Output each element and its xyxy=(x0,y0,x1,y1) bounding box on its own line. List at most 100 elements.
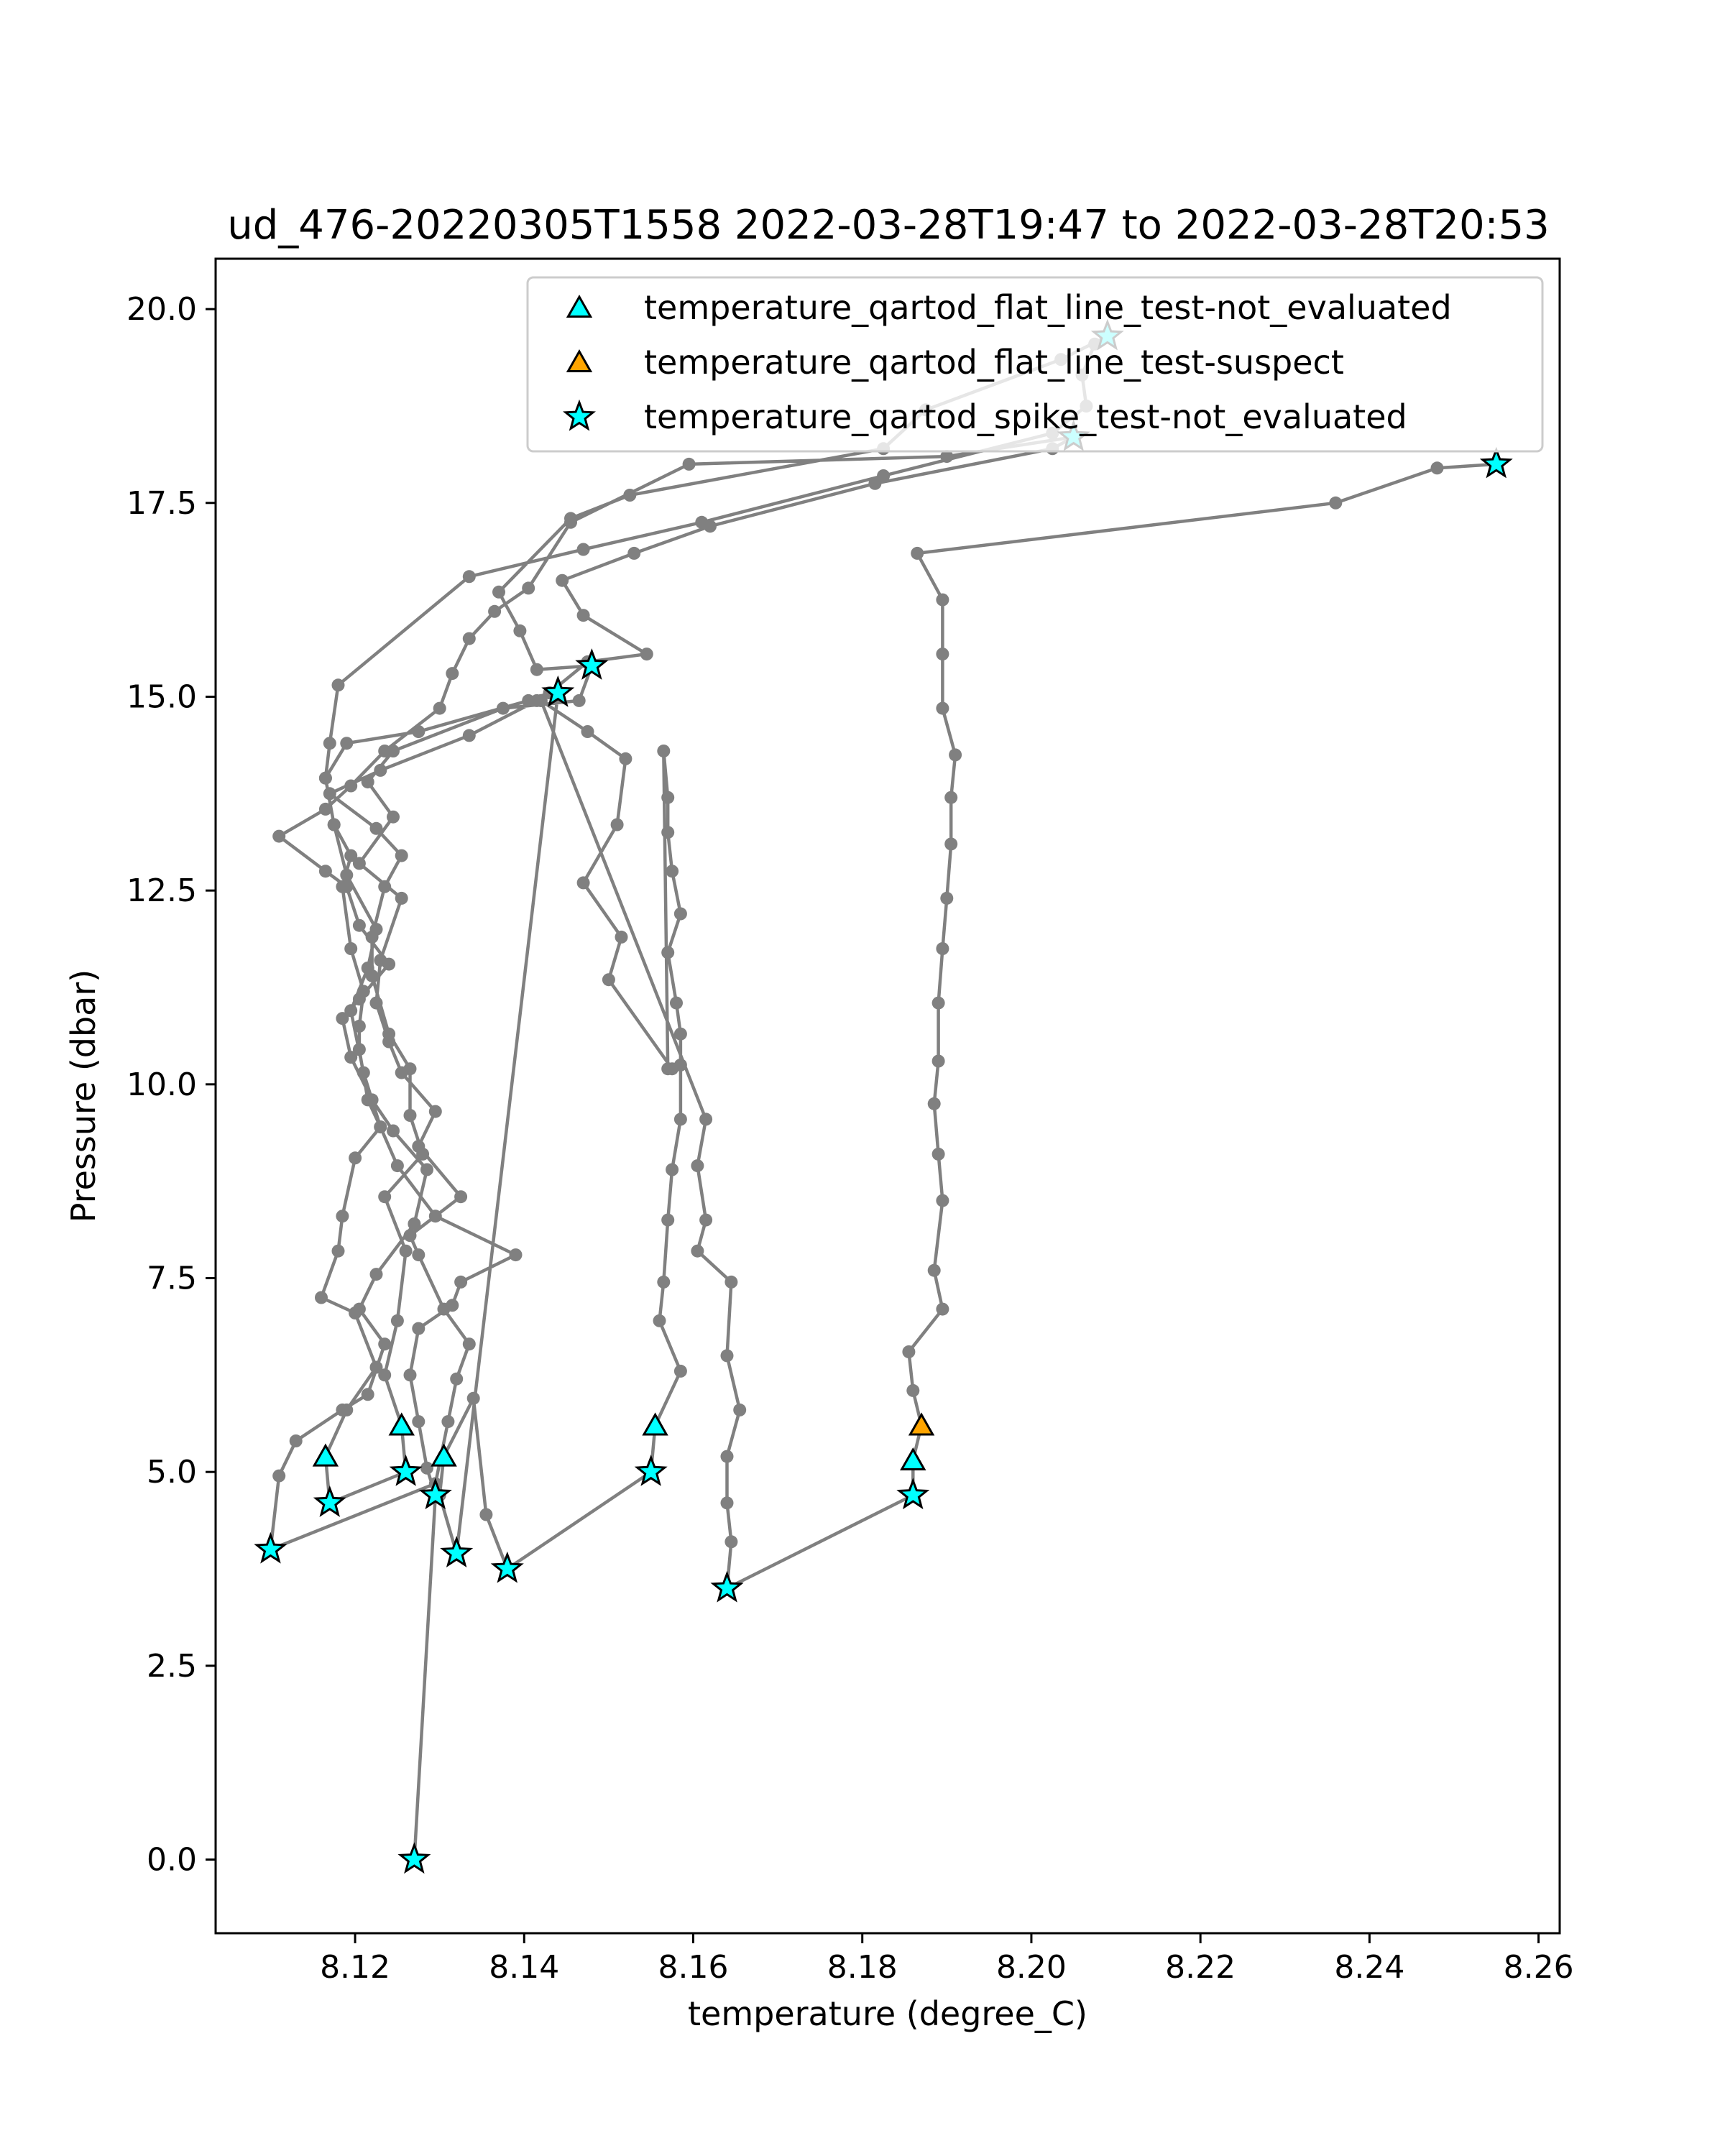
y-tick-label: 2.5 xyxy=(147,1648,197,1685)
profile-point xyxy=(340,737,354,750)
profile-point xyxy=(940,891,954,905)
legend-marker-spike-not-evaluated xyxy=(562,399,597,431)
profile-point xyxy=(369,1360,383,1374)
legend-box xyxy=(526,276,1544,453)
profile-point xyxy=(522,581,535,595)
spike-flag-marker xyxy=(254,1531,288,1564)
profile-point xyxy=(576,543,590,556)
profile-point xyxy=(272,1469,286,1483)
profile-point xyxy=(323,737,336,750)
profile-point xyxy=(387,745,400,757)
profile-point xyxy=(509,1248,523,1262)
profile-point xyxy=(352,1019,366,1033)
spike-flag-marker xyxy=(440,1536,474,1568)
profile-point xyxy=(378,1368,392,1382)
profile-point xyxy=(466,1391,480,1405)
profile-point xyxy=(936,1302,949,1316)
profile-point xyxy=(374,1120,387,1134)
profile-point xyxy=(720,1496,734,1510)
profile-point xyxy=(691,1244,704,1258)
profile-point xyxy=(378,1190,392,1204)
legend-label-flat-line-suspect: temperature_qartod_flat_line_test-suspec… xyxy=(644,343,1344,382)
profile-point xyxy=(403,1229,417,1243)
profile-point xyxy=(361,1093,374,1107)
profile-point xyxy=(868,476,882,490)
profile-point xyxy=(927,1263,941,1277)
profile-point xyxy=(1329,496,1343,510)
spike-flag-marker xyxy=(313,1485,346,1517)
x-tick-label: 8.14 xyxy=(489,1949,559,1986)
profile-point xyxy=(356,1066,370,1079)
profile-point xyxy=(534,694,548,707)
profile-point xyxy=(936,593,949,607)
x-tick-label: 8.24 xyxy=(1334,1949,1404,1986)
profile-point xyxy=(416,1147,430,1161)
profile-point xyxy=(670,996,683,1010)
flat-line-flag-marker xyxy=(312,1443,339,1467)
profile-point xyxy=(657,745,671,757)
profile-point xyxy=(576,609,590,622)
y-tick-label: 12.5 xyxy=(126,872,197,909)
profile-point xyxy=(361,1388,374,1401)
flat-line-flag-marker xyxy=(642,1412,668,1436)
profile-point xyxy=(661,1213,675,1227)
x-tick-label: 8.20 xyxy=(996,1949,1067,1986)
profile-point xyxy=(450,1372,464,1386)
profile-point xyxy=(944,791,958,804)
profile-point xyxy=(462,1337,476,1351)
spike-flag-marker xyxy=(575,648,609,680)
profile-point xyxy=(454,1190,468,1204)
profile-point xyxy=(932,996,945,1010)
profile-point xyxy=(336,1210,349,1223)
plot-area xyxy=(254,318,1513,1874)
profile-point xyxy=(615,930,628,944)
profile-point xyxy=(932,1147,945,1161)
profile-point xyxy=(479,1508,493,1521)
y-tick-label: 7.5 xyxy=(147,1260,197,1296)
y-tick-label: 0.0 xyxy=(147,1842,197,1879)
profile-point xyxy=(428,1210,442,1223)
profile-point xyxy=(272,829,286,843)
spike-flag-marker xyxy=(397,1842,431,1874)
profile-point xyxy=(949,748,962,762)
profile-point xyxy=(336,880,349,893)
profile-point xyxy=(344,849,358,862)
profile-point xyxy=(932,1054,945,1068)
profile-point xyxy=(331,1244,345,1258)
profile-point xyxy=(378,1337,392,1351)
profile-line xyxy=(269,334,1496,1860)
profile-point xyxy=(437,1302,451,1316)
profile-point xyxy=(657,1275,671,1289)
y-axis-label: Pressure (dbar) xyxy=(64,969,103,1222)
profile-point xyxy=(428,1105,442,1118)
profile-point xyxy=(462,632,476,645)
spike-flag-marker xyxy=(710,1570,744,1603)
profile-point xyxy=(349,1307,362,1319)
legend-marker-flat-line-not-evaluated xyxy=(566,294,593,318)
x-tick-label: 8.16 xyxy=(658,1949,729,1986)
profile-point xyxy=(420,1163,433,1176)
profile-point xyxy=(318,771,332,785)
profile-point xyxy=(369,821,383,835)
profile-point xyxy=(666,865,679,878)
y-tick-label: 15.0 xyxy=(126,678,197,715)
y-tick-label: 17.5 xyxy=(126,485,197,522)
profile-point xyxy=(572,694,586,707)
profile-point xyxy=(673,1112,687,1126)
profile-point xyxy=(530,663,543,676)
profile-point xyxy=(699,1112,713,1126)
y-tick-label: 10.0 xyxy=(126,1067,197,1103)
profile-point xyxy=(344,779,358,793)
profile-point xyxy=(733,1403,747,1416)
profile-point xyxy=(340,868,354,882)
profile-point xyxy=(902,1345,916,1358)
profile-point xyxy=(420,1461,433,1475)
profile-point xyxy=(720,1450,734,1463)
profile-point xyxy=(602,973,615,987)
profile-point xyxy=(315,1291,328,1304)
profile-point xyxy=(433,701,446,715)
spike-flag-marker xyxy=(418,1478,452,1510)
profile-point xyxy=(640,648,653,661)
profile-point xyxy=(661,946,675,959)
